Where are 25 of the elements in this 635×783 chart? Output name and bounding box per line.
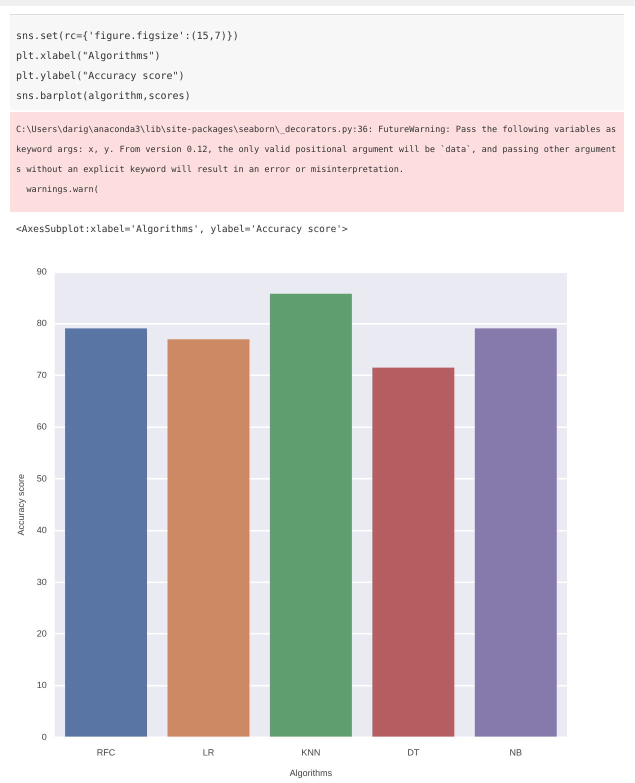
- bar: [65, 328, 148, 737]
- x-tick-label: NB: [510, 747, 522, 758]
- text: C:\Users\darig\anaconda3\lib\site-packages\seaborn\_decorators.py:36: FutureWarning: Pass the following variables as keyword args: x, y. From version 0.12, the only valid positional argument will be `data`, and passing other arguments without an explicit keyword will result in an error or misinterpretation. warnings.warn(: [10, 112, 624, 212]
- y-tick-label: 90: [36, 266, 47, 276]
- x-axis-title: Algorithms: [290, 768, 333, 778]
- y-tick-label: 20: [36, 628, 47, 638]
- x-tick-label: RFC: [96, 747, 116, 758]
- y-tick-label: 10: [36, 680, 47, 690]
- y-tick-label: 50: [36, 473, 47, 484]
- x-tick-label: KNN: [301, 747, 320, 758]
- x-tick-label: LR: [202, 747, 215, 758]
- x-tick-label: DT: [407, 747, 420, 758]
- text: sns.set(rc={'figure.figsize':(15,7)}) plt.xlabel("Algorithms") plt.ylabel("Accuracy score") sns.barplot(algorithm,scores): [10, 14, 624, 110]
- y-tick-label: 70: [36, 370, 47, 380]
- y-axis-title: Accuracy score: [16, 474, 26, 536]
- y-tick-label: 40: [36, 525, 47, 536]
- text: <AxesSubplot:xlabel='Algorithms', ylabel='Accuracy score'>: [15, 223, 349, 237]
- bar: [270, 294, 352, 737]
- y-tick-label: 0: [42, 732, 47, 742]
- bar: [474, 328, 557, 737]
- bar: [167, 339, 250, 737]
- y-tick-label: 80: [36, 318, 47, 328]
- bar: [372, 368, 454, 737]
- y-tick-label: 30: [36, 576, 47, 587]
- y-tick-label: 60: [36, 422, 47, 432]
